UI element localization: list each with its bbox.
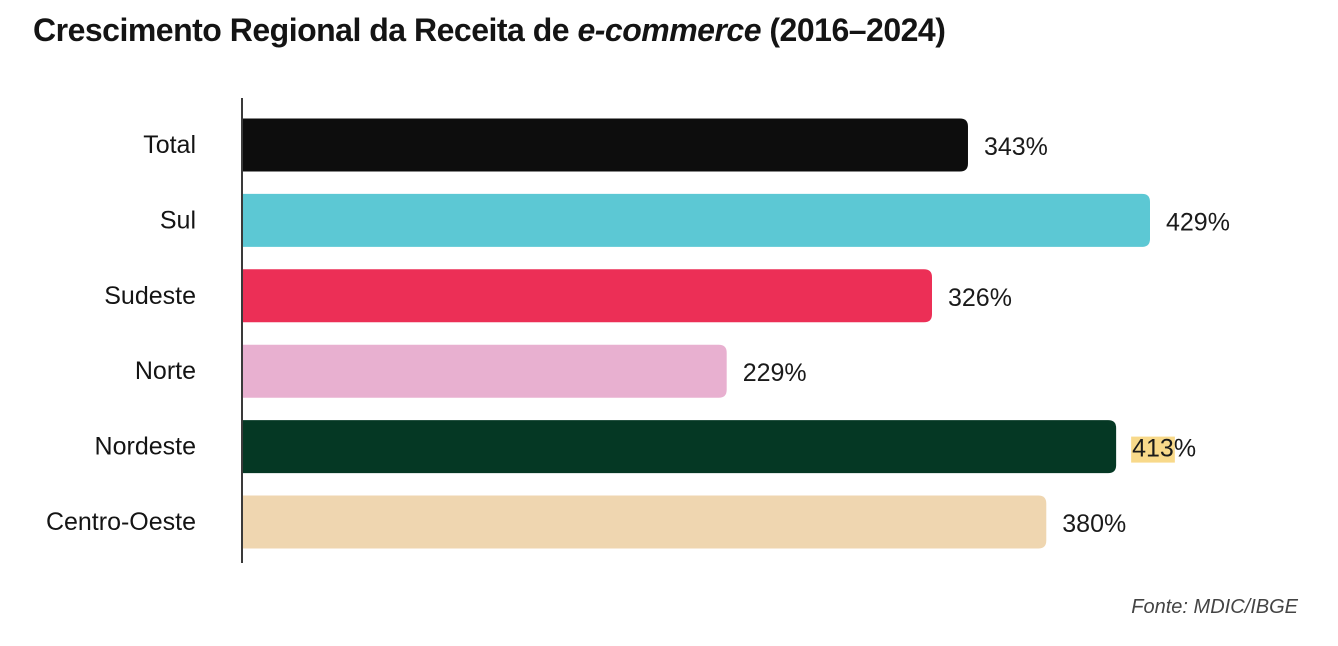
value-label-highlighted-part: 413 bbox=[1132, 435, 1174, 463]
value-label-sudeste: 326% bbox=[948, 284, 1012, 312]
value-label-centro-oeste: 380% bbox=[1062, 510, 1126, 538]
chart-title-emphasis: e-commerce bbox=[577, 12, 761, 48]
bars-group: Total 343% Sul 429% Sudeste 326% Norte 229% Nord… bbox=[46, 118, 1230, 549]
value-label-nordeste: 413% bbox=[1132, 435, 1196, 463]
value-highlight-marker bbox=[1131, 436, 1175, 463]
value-label-unit: % bbox=[1174, 435, 1196, 463]
bar-centro-oeste bbox=[242, 495, 1047, 549]
category-label-sul: Sul bbox=[160, 206, 196, 234]
chart-title: Crescimento Regional da Receita de e-com… bbox=[33, 12, 946, 49]
bar-nordeste bbox=[242, 420, 1117, 474]
bar-norte bbox=[242, 344, 727, 398]
source-note: Fonte: MDIC/IBGE bbox=[1131, 596, 1298, 618]
value-label-sul: 429% bbox=[1166, 208, 1230, 236]
category-label-centro-oeste: Centro-Oeste bbox=[46, 508, 196, 536]
value-label-total: 343% bbox=[984, 133, 1048, 161]
category-label-norte: Norte bbox=[135, 357, 196, 385]
bar-sudeste bbox=[242, 269, 932, 323]
category-label-total: Total bbox=[143, 131, 196, 159]
bar-sul bbox=[242, 193, 1150, 247]
bar-total bbox=[242, 118, 968, 172]
value-label-norte: 229% bbox=[743, 359, 807, 387]
category-label-nordeste: Nordeste bbox=[95, 433, 196, 461]
category-label-sudeste: Sudeste bbox=[104, 282, 196, 310]
chart-title-prefix: Crescimento Regional da Receita de bbox=[33, 12, 578, 48]
chart-title-suffix: (2016–2024) bbox=[761, 12, 946, 48]
